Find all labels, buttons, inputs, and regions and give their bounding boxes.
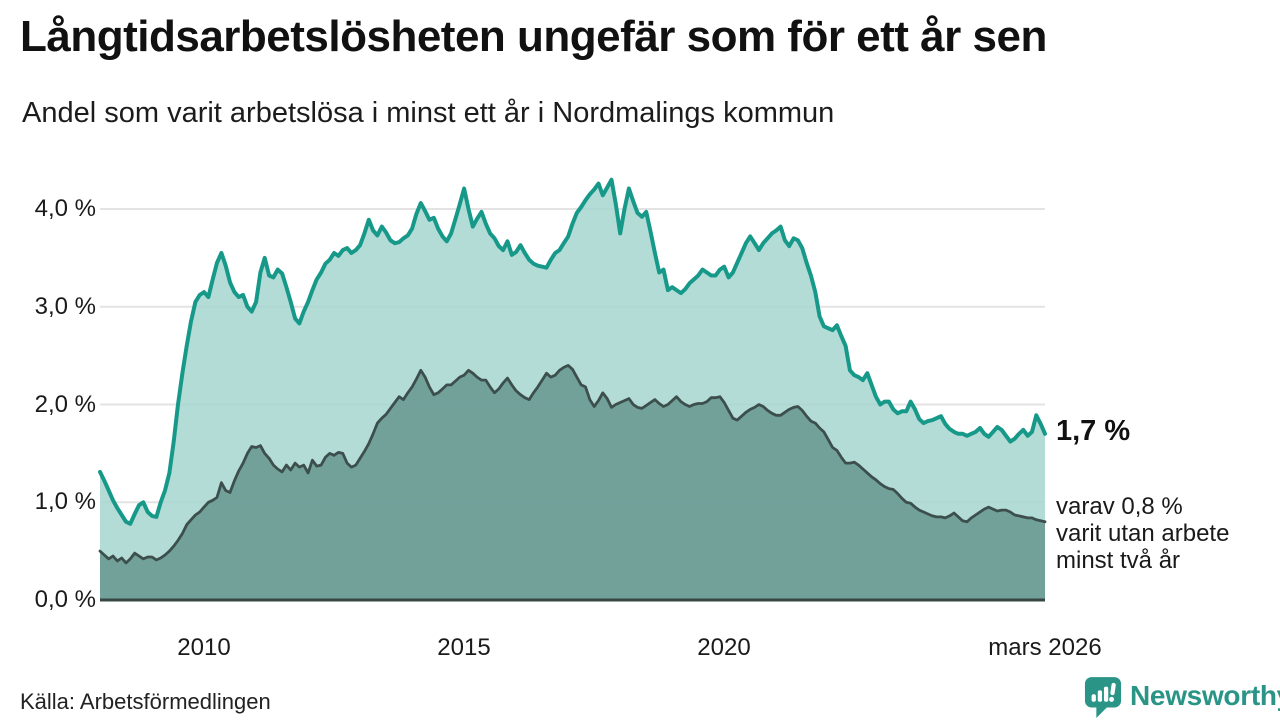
newsworthy-bubble-chart-icon xyxy=(1084,677,1122,718)
latest-value-label: 1,7 % xyxy=(1056,415,1131,447)
page-title: Långtidsarbetslösheten ungefär som för e… xyxy=(20,12,1047,61)
y-axis-label-2: 2,0 % xyxy=(34,390,96,418)
two-year-share-annotation: varav 0,8 % varit utan arbete minst två … xyxy=(1056,493,1229,574)
newsworthy-logo: Newsworthy xyxy=(1084,676,1280,720)
annotation-line-2: varit utan arbete xyxy=(1056,520,1230,547)
y-axis-label-0: 0,0 % xyxy=(34,586,96,613)
page-subtitle: Andel som varit arbetslösa i minst ett å… xyxy=(22,97,835,129)
annotation-line-1: varav 0,8 % xyxy=(1056,493,1183,520)
x-axis-label-2015: 2015 xyxy=(437,634,491,661)
x-axis-label-mars-2026: mars 2026 xyxy=(988,634,1102,661)
newsworthy-wordmark: Newsworthy xyxy=(1130,680,1280,711)
y-axis-label-1: 1,0 % xyxy=(34,488,96,516)
y-axis-label-3: 3,0 % xyxy=(34,292,96,320)
x-axis-label-2020: 2020 xyxy=(697,634,751,661)
annotation-line-3: minst två år xyxy=(1056,547,1181,574)
y-axis-label-4: 4,0 % xyxy=(34,195,96,222)
source-credit: Källa: Arbetsförmedlingen xyxy=(20,689,271,714)
x-axis-label-2010: 2010 xyxy=(177,634,231,661)
